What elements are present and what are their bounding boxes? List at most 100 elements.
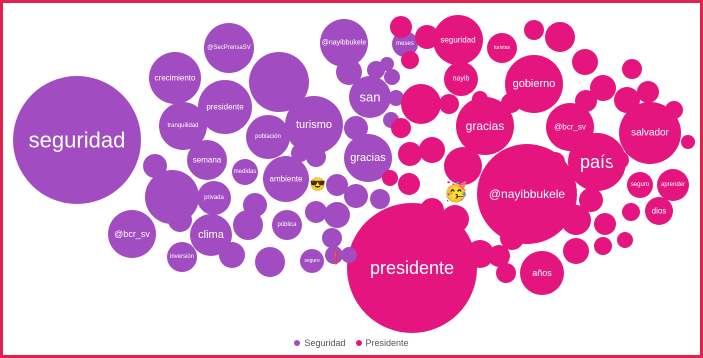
bubble-seguridad-gracias[interactable]: gracias [344,134,392,182]
bubble-presidente[interactable] [382,170,398,186]
bubble-presidente[interactable] [681,135,695,149]
bubble-presidente-dios[interactable]: dios [645,197,673,225]
bubble-presidente[interactable] [579,188,603,212]
bubble-seguridad-medidas[interactable]: medidas [232,159,258,185]
bubble-circle [300,249,324,273]
bubble-presidente-seguridad[interactable]: seguridad [433,15,483,65]
bubble-presidente-aprender[interactable]: aprender [657,169,689,201]
bubble-seguridad-seguro[interactable]: seguro [300,249,324,273]
bubble-seguridad[interactable] [305,201,327,223]
bubble-presidente[interactable] [575,90,597,112]
bubble-seguridad[interactable] [168,208,192,232]
bubble-presidente[interactable] [500,226,524,250]
bubble-presidente[interactable] [572,49,598,75]
bubble-seguridad[interactable] [336,59,362,85]
bubble-circle [370,189,390,209]
bubble-seguridad[interactable] [344,116,368,140]
bubble-seguridad-turismo[interactable]: turismo [285,96,343,154]
bubble-presidente[interactable] [444,147,482,185]
bubble-presidente-seguro[interactable]: seguro [627,172,653,198]
bubble-presidente[interactable] [594,237,612,255]
bubble-presidente-salvador[interactable]: salvador [619,102,681,164]
bubble-seguridad-bcrsv[interactable]: @bcr_sv [108,210,156,258]
bubble-presidente[interactable] [594,213,616,235]
bubble-seguridad-SecPrensaSV[interactable]: @SecPrensaSV [204,23,254,73]
bubble-seguridad[interactable] [325,246,343,264]
bubble-seguridad[interactable] [219,242,245,268]
bubble-circle [594,237,612,255]
bubble-presidente[interactable] [488,245,510,267]
bubble-seguridad[interactable] [255,247,285,277]
bubble-presidente[interactable] [401,84,441,124]
bubble-seguridad[interactable] [306,147,326,167]
bubble-label: turistas [494,45,511,51]
bubble-presidente[interactable] [401,51,419,69]
bubble-circle [487,33,517,63]
bubble-presidente[interactable] [472,91,488,107]
bubble-presidente[interactable] [524,20,544,40]
bubble-seguridad[interactable] [243,193,267,217]
bubble-presidente[interactable] [415,25,439,49]
bubble-seguridad[interactable] [388,90,404,106]
bubble-presidente-nayib[interactable]: nayib [444,62,478,96]
bubble-presidente[interactable] [590,75,616,101]
bubble-presidente[interactable] [398,142,422,166]
bubble-presidente[interactable] [501,93,521,113]
bubble-seguridad-población[interactable]: población [246,115,290,159]
bubble-presidente[interactable] [419,137,445,163]
bubble-presidente[interactable] [563,238,589,264]
bubble-seguridad-privada[interactable]: privada [197,181,231,215]
bubble-presidente[interactable] [466,240,494,268]
bubble-seguridad-ambiente[interactable]: ambiente [263,156,309,202]
bubble-presidente-turistas[interactable]: turistas [487,33,517,63]
bubble-seguridad[interactable] [324,202,350,228]
legend-item-presidente[interactable]: Presidente [355,338,409,348]
bubble-presidente-años[interactable]: años [520,251,564,295]
bubble-seguridad[interactable] [249,52,309,112]
bubble-presidente[interactable] [496,263,516,283]
bubble-presidente[interactable] [611,151,629,169]
bubble-presidente[interactable] [617,232,633,248]
bubble-seguridad[interactable] [341,247,357,263]
bubble-seguridad-tranquilidad[interactable]: tranquilidad [159,102,207,150]
bubble-seguridad-san[interactable]: san [349,76,391,118]
bubble-presidente[interactable] [622,59,642,79]
bubble-seguridad[interactable] [322,228,342,248]
bubble-seguridad-seguridad[interactable]: seguridad [13,76,141,204]
bubble-seguridad[interactable] [143,154,167,178]
bubble-presidente[interactable] [561,205,591,235]
bubble-presidente[interactable] [390,16,412,38]
bubble-seguridad[interactable] [291,144,309,162]
bubble-presidente-país[interactable]: país [568,133,626,191]
bubble-seguridad[interactable] [370,189,390,209]
bubble-seguridad[interactable] [380,57,394,71]
bubble-seguridad-presidente[interactable]: presidente [198,80,252,134]
bubble-presidente[interactable] [665,101,683,119]
bubble-seguridad[interactable] [344,184,368,208]
bubble-presidente[interactable] [614,87,640,113]
bubble-seguridad-clima[interactable]: clima [190,214,232,256]
bubble-presidente[interactable] [420,198,444,222]
bubble-presidente[interactable] [391,118,411,138]
bubble-presidente[interactable] [441,205,469,233]
bubble-seguridad-inversión[interactable]: inversión [167,242,197,272]
bubble-presidente[interactable] [545,22,575,52]
bubble-presidente[interactable] [622,203,640,221]
bubble-presidente[interactable] [439,94,459,114]
bubble-presidente-presidente[interactable]: presidente [347,203,477,333]
bubble-seguridad[interactable] [326,174,348,196]
bubble-presidente-gracias[interactable]: gracias [456,97,514,155]
bubble-presidente[interactable] [545,152,565,172]
bubble-circle [456,97,514,155]
bubble-seguridad-pública[interactable]: pública [272,210,302,240]
bubble-presidente[interactable] [637,81,659,103]
bubble-seguridad-nayibbukele[interactable]: @nayibbukele [320,19,368,67]
bubble-circle [563,238,589,264]
bubble-presidente[interactable] [398,173,420,195]
bubble-seguridad-semana[interactable]: semana [187,140,227,180]
bubble-circle [619,102,681,164]
bubble-seguridad[interactable] [384,69,400,85]
legend-item-seguridad[interactable]: Seguridad [294,338,346,348]
bubble-seguridad[interactable] [233,210,263,240]
bubble-seguridad-crecimiento[interactable]: crecimiento [149,52,201,104]
